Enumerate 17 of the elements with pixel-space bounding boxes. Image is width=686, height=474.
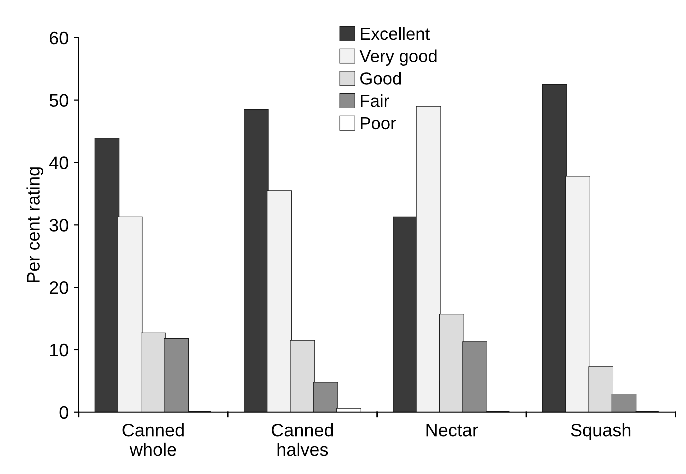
legend-label: Fair bbox=[361, 94, 390, 108]
y-tick-label: 10 bbox=[50, 344, 68, 357]
y-tick-label: 20 bbox=[50, 281, 68, 294]
legend-label: Poor bbox=[361, 117, 396, 130]
legend-label: Good bbox=[360, 72, 402, 85]
y-tick-label: 30 bbox=[50, 219, 68, 232]
x-tick-label: Nectar bbox=[426, 424, 478, 437]
y-tick-label: 40 bbox=[50, 156, 68, 170]
x-tick-label: Canned whole bbox=[122, 423, 184, 456]
y-axis-title: Per cent rating bbox=[26, 168, 44, 282]
x-tick-label: Canned halves bbox=[272, 423, 334, 456]
x-tick-label: Squash bbox=[571, 423, 631, 440]
y-tick-label: 0 bbox=[60, 406, 68, 420]
y-tick-label: 60 bbox=[50, 32, 68, 45]
legend-label: Excellent bbox=[361, 27, 430, 40]
y-tick-label: 50 bbox=[50, 94, 68, 108]
legend-label: Very good bbox=[360, 50, 437, 66]
